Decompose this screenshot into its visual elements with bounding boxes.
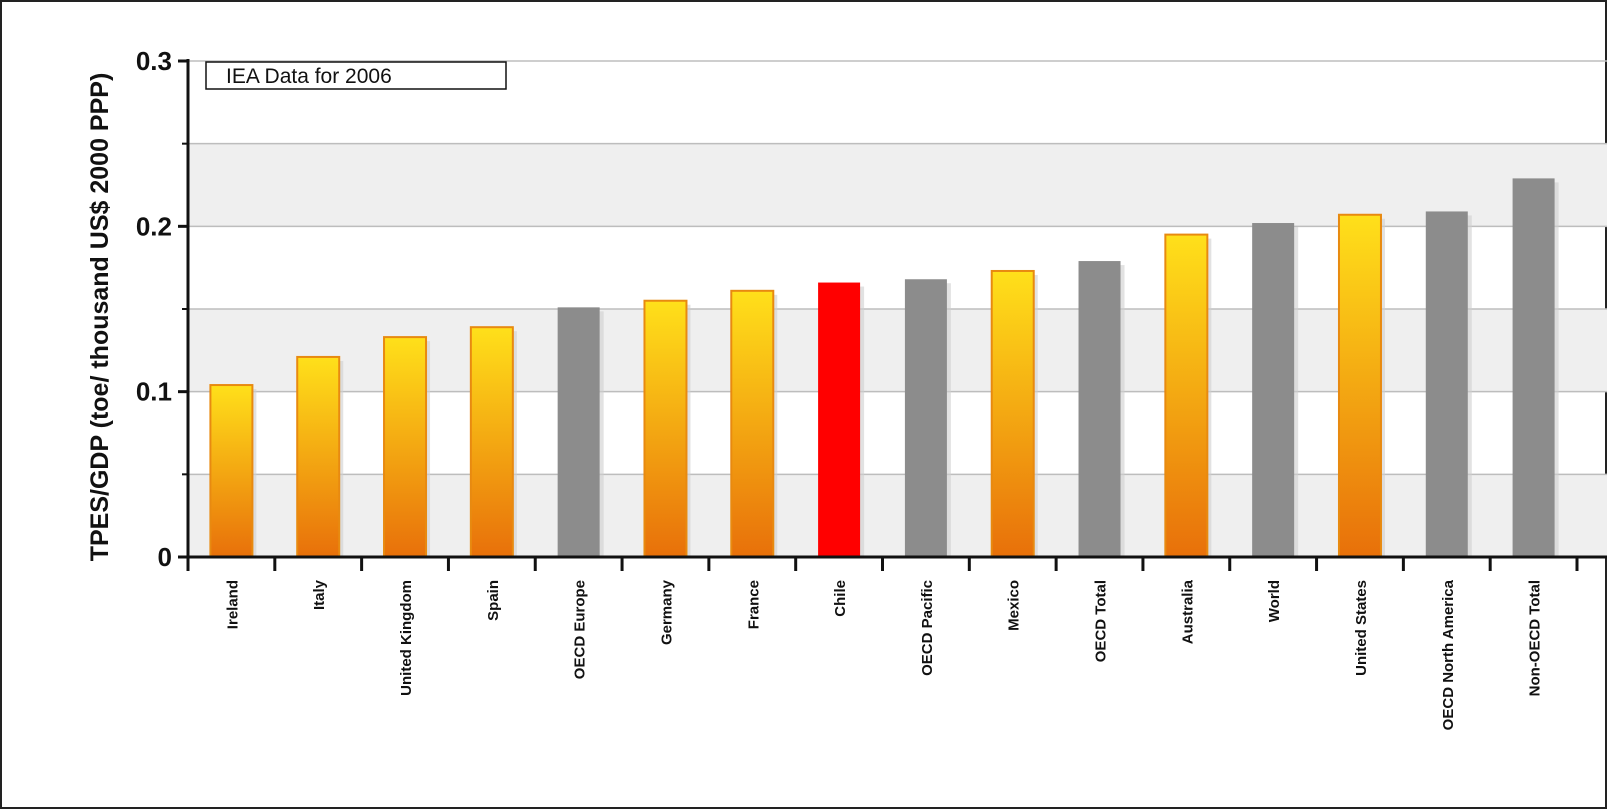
x-tick-label: Australia (1179, 579, 1196, 644)
x-tick-label: World (1266, 580, 1283, 622)
y-tick-label: 0.1 (136, 377, 172, 407)
x-tick-label: OECD Europe (572, 580, 589, 679)
bars (209, 178, 1559, 559)
x-tick-label: Germany (658, 579, 675, 645)
x-tick-label: Italy (311, 579, 328, 610)
y-tick-labels: 0 0.1 0.2 0.3 (136, 46, 172, 572)
bar-oecd-north-america (1425, 211, 1468, 557)
x-tick-label: Ireland (224, 580, 241, 629)
bar-oecd-europe (557, 307, 600, 557)
x-tick-label: France (745, 580, 762, 629)
y-tick-label: 0 (158, 542, 172, 572)
bar-oecd-pacific (904, 279, 947, 557)
bar-world (1252, 223, 1295, 557)
bar-united-states (1337, 213, 1382, 558)
y-tick-label: 0.3 (136, 46, 172, 76)
x-tick-label: Spain (485, 580, 502, 621)
bar-oecd-total (1078, 261, 1121, 557)
x-tick-label: United States (1353, 580, 1370, 676)
bar-australia (1164, 233, 1209, 558)
y-tick-label: 0.2 (136, 211, 172, 241)
grid-band (188, 143, 1607, 227)
x-tick-label: OECD Pacific (919, 580, 936, 676)
bar-chile (818, 282, 861, 557)
annotation-text: IEA Data for 2006 (226, 65, 392, 88)
x-tick-labels: Ireland Italy United Kingdom Spain OECD Euro… (224, 579, 1543, 730)
axes (178, 59, 1607, 571)
annotation-box: IEA Data for 2006 (205, 61, 507, 90)
x-tick-label: United Kingdom (398, 580, 415, 696)
bar-germany (643, 299, 688, 558)
x-tick-label: Non-OECD Total (1527, 580, 1544, 696)
x-tick-label: OECD Total (1093, 580, 1110, 662)
x-tick-label: Chile (832, 580, 849, 617)
bar-united-kingdom (383, 336, 428, 558)
bar-non-oecd-total (1512, 178, 1555, 558)
x-tick-label: Mexico (1006, 580, 1023, 631)
bar-spain (469, 326, 514, 559)
bar-italy (296, 355, 341, 558)
bar-mexico (990, 269, 1035, 558)
bar-ireland (209, 384, 254, 559)
bar-france (730, 289, 775, 558)
x-tick-label: OECD North America (1440, 579, 1457, 730)
y-axis-label: TPES/GDP (toe/ thousand US$ 2000 PPP) (86, 73, 114, 562)
